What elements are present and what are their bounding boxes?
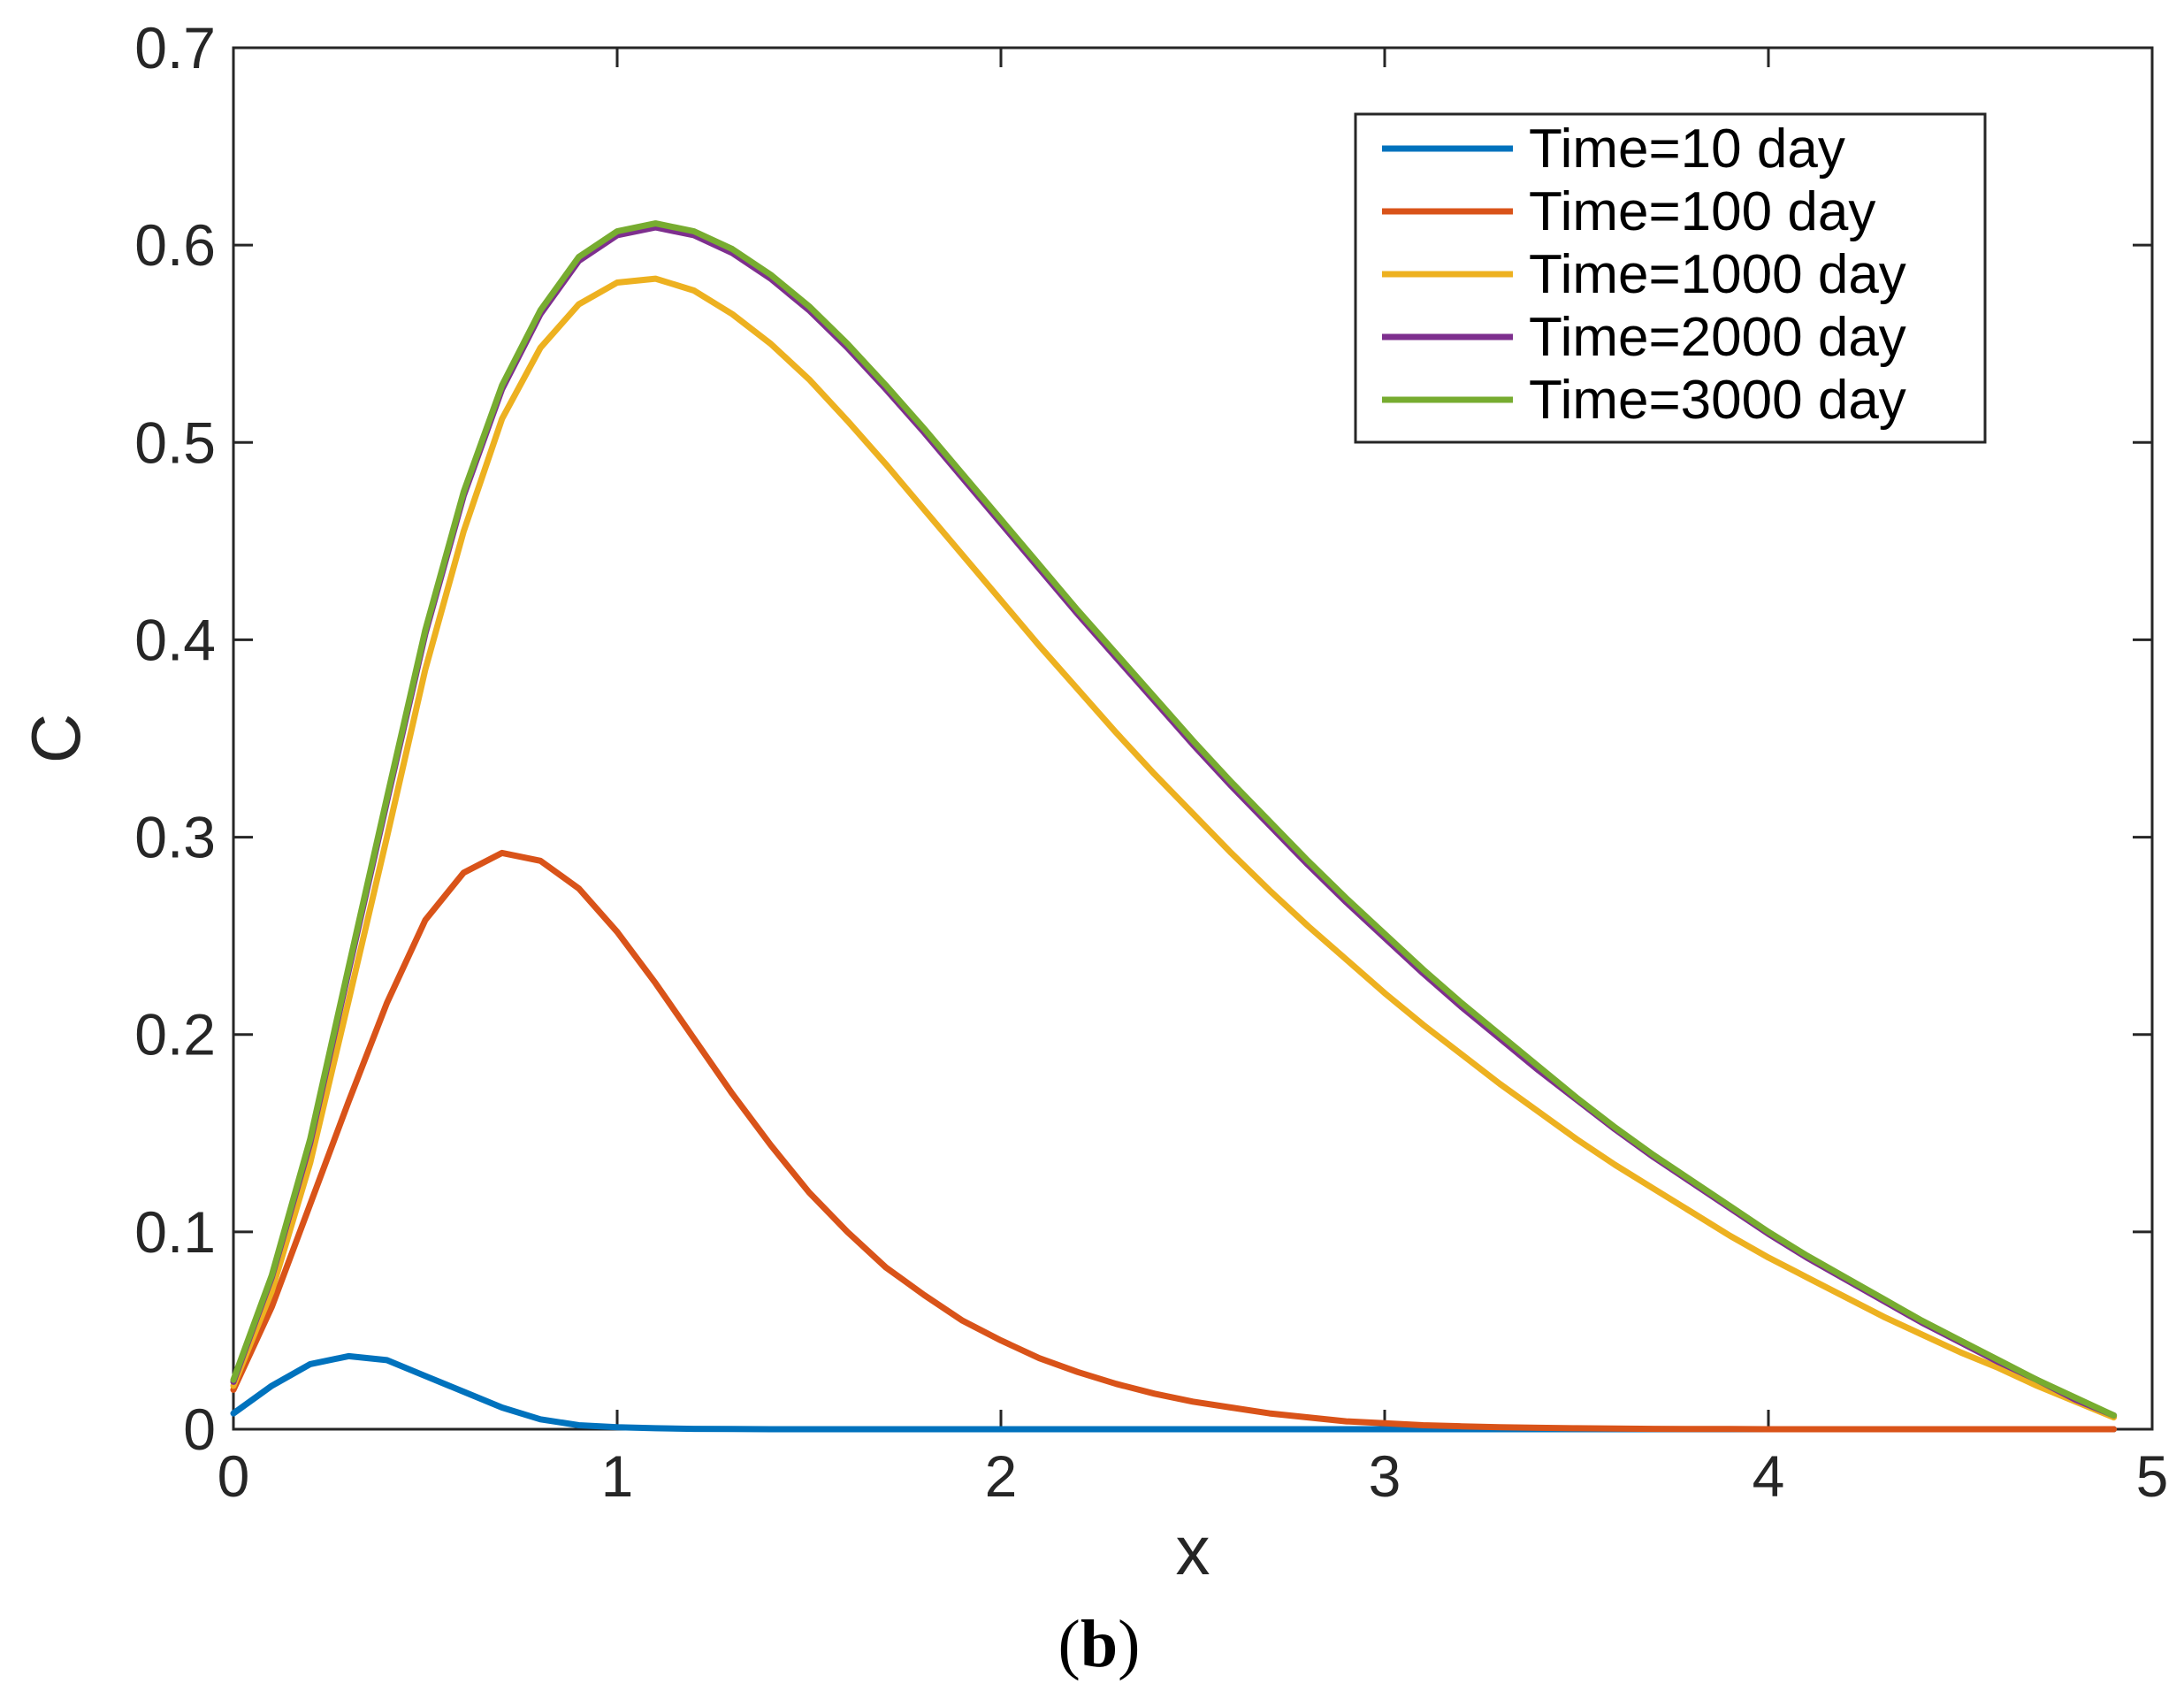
legend-box bbox=[1354, 112, 1987, 444]
x-tick-label: 4 bbox=[1753, 1443, 1785, 1509]
y-tick-label: 0.2 bbox=[134, 1002, 216, 1067]
x-tick-label: 1 bbox=[601, 1443, 634, 1509]
y-axis-title: C bbox=[17, 714, 95, 763]
x-tick-label: 5 bbox=[2136, 1443, 2169, 1509]
legend-label: Time=10 day bbox=[1529, 119, 1845, 180]
y-tick-label: 0.1 bbox=[134, 1199, 216, 1265]
series-line-3 bbox=[230, 275, 2118, 1421]
y-tick-label: 0 bbox=[183, 1396, 216, 1462]
y-tick-label: 0.5 bbox=[134, 409, 216, 475]
legend-label: Time=2000 day bbox=[1529, 307, 1906, 368]
series-line-5 bbox=[230, 220, 2118, 1419]
y-tick-label: 0.3 bbox=[134, 805, 216, 870]
y-tick-label: 0.6 bbox=[134, 212, 216, 278]
x-tick-label: 0 bbox=[218, 1443, 250, 1509]
series-line-2 bbox=[230, 849, 2118, 1433]
y-tick-label: 0.7 bbox=[134, 15, 216, 80]
x-axis-title: x bbox=[1176, 1511, 1210, 1589]
figure-caption-label: b bbox=[1081, 1607, 1118, 1681]
legend-label: Time=100 day bbox=[1529, 181, 1875, 242]
tick-labels: 0 1 2 3 4 5 0 0.1 0.2 0.3 0.4 0.5 0.6 0.7 bbox=[134, 15, 2168, 1509]
y-tick-label: 0.4 bbox=[134, 607, 216, 672]
legend-label: Time=1000 day bbox=[1529, 244, 1906, 305]
series-lines bbox=[230, 220, 2118, 1433]
legend-label: Time=3000 day bbox=[1529, 370, 1906, 431]
x-tick-label: 2 bbox=[985, 1443, 1018, 1509]
x-tick-label: 3 bbox=[1369, 1443, 1401, 1509]
figure-caption: (b) bbox=[1058, 1607, 1141, 1681]
